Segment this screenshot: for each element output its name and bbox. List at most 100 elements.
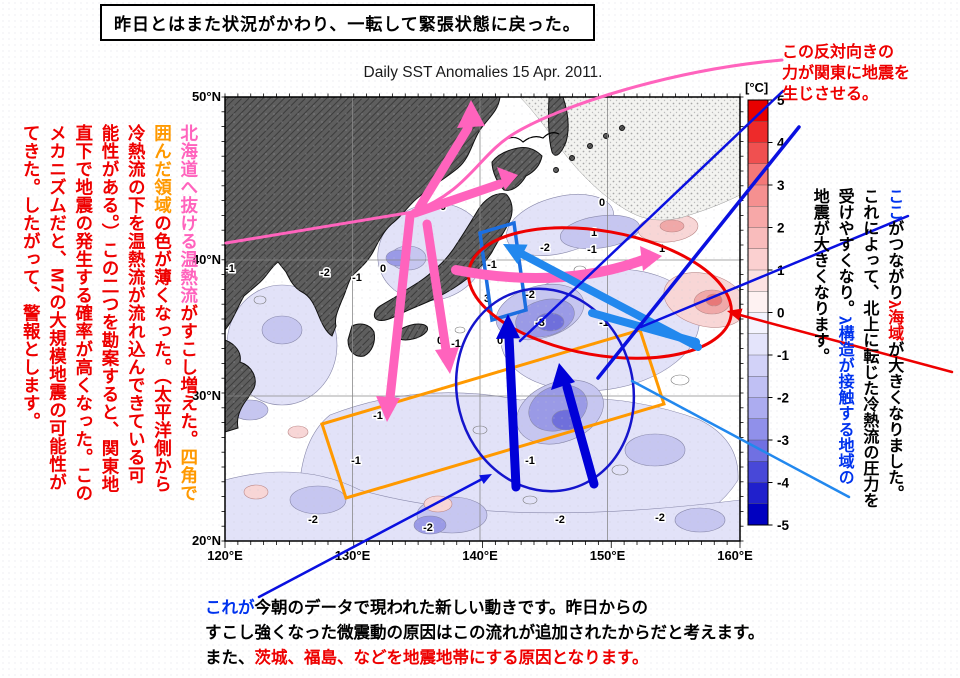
colorbar-tick-label: 3 [777, 178, 785, 193]
top-banner: 昨日とはまた状況がかわり、一転して緊張状態に戻った。 [100, 4, 595, 41]
blue-ellipse [454, 287, 636, 493]
contour-label: 1 [591, 227, 597, 239]
colorbar-tick-label: 4 [777, 136, 785, 151]
text-segment: 受けやすくなり。 [835, 188, 853, 316]
colorbar-segment [747, 227, 769, 250]
colorbar: 5 4 3 2 1 0 -1 -2 -3 -4 -5 [747, 93, 789, 533]
pink-arrow-south2-shaft [422, 219, 451, 355]
contour-label: 3 [484, 293, 490, 305]
colorbar-tick-label: -2 [777, 391, 789, 406]
vertical-text-column: 北海道へ抜ける温熱流がすこし増えた。四角で [176, 124, 202, 586]
text-segment: 四角で [178, 448, 199, 502]
colorbar-segment [747, 206, 769, 228]
bottom-text-line: これが今朝のデータで現われた新しい動きです。昨日からの [205, 596, 764, 621]
colorbar-segment [747, 397, 769, 420]
sky-arrow-head [503, 244, 528, 264]
left-vertical-commentary: 北海道へ抜ける温熱流がすこし増えた。四角で 囲んだ領域の色が薄くなった。（太平洋側… [18, 124, 202, 586]
contour-label: -2 [555, 514, 565, 526]
text-segment: すこし強くなった微震動の原因はこの流れが追加されたからだと考えます。 [205, 623, 765, 642]
contour-label: 0 [497, 335, 503, 347]
orange-rectangle [320, 328, 666, 500]
red-pointer-shaft [738, 313, 954, 374]
text-segment: 今朝のデータで現われた新しい動きです。昨日からの [254, 599, 649, 617]
text-segment: メカニズムだと、M7の大規模地震の可能性が [47, 124, 68, 492]
pointer-korega-head [479, 474, 492, 484]
bottom-commentary: これが今朝のデータで現われた新しい動きです。昨日からのすこし強くなった微震動の原… [205, 596, 764, 670]
vertical-text-column: メカニズムだと、M7の大規模地震の可能性が [44, 124, 70, 586]
colorbar-unit-label: [°C] [745, 80, 768, 95]
navy-arrow-2-head [551, 363, 575, 390]
text-segment: の色が薄くなった。（太平洋側から [152, 214, 173, 494]
contour-label: 0 [437, 335, 443, 347]
axis-labels: 120°E 130°E 140°E 150°E 160°E50°N40°N30°N20°… [192, 89, 753, 563]
contour-label: -2 [540, 242, 550, 254]
bottom-text-line: すこし強くなった微震動の原因はこの流れが追加されたからだと考えます。 [205, 621, 764, 646]
y-axis-label: 40°N [192, 252, 221, 267]
vertical-text-column: 受けやすくなり。λ構造が接触する地域の [831, 188, 856, 608]
text-segment: 北海道へ抜ける温熱流 [178, 124, 199, 304]
colorbar-segment [747, 248, 769, 271]
navy-arrow-1-head [496, 314, 520, 339]
text-segment: また、 [205, 648, 255, 667]
contour-label: 0 [380, 263, 386, 275]
text-segment: が大きくなりました。 [885, 340, 903, 501]
colorbar-segment [747, 461, 769, 483]
bottom-text-line: また、茨城、福島、などを地震地帯にする原因となります。 [205, 646, 764, 671]
right-vertical-commentary: ここがつながりλ海域が大きくなりました。 これによって、北上に転じた冷熱流の圧力を… [806, 188, 905, 608]
navy-arrow-1-shaft [504, 332, 521, 492]
text-segment: 茨城、福島、などを地震地帯にする原因となります。 [254, 648, 649, 667]
vertical-text-column: 直下で地震の発生する確率が高くなった。この [71, 124, 97, 586]
blue-pointer-lines [257, 89, 910, 599]
vertical-text-column: 囲んだ領域の色が薄くなった。（太平洋側から [149, 124, 175, 586]
contour-label: -1 [352, 272, 362, 284]
text-segment: てきた。したがって、警報とします。 [21, 124, 42, 430]
colorbar-tick-label: -3 [777, 433, 789, 448]
pointer-line-lambda-structure [630, 379, 851, 499]
vertical-text-column: 冷熱流の下を温熱流が流れ込んできている可 [123, 124, 149, 586]
contour-label: -1 [587, 244, 597, 256]
colorbar-tick-label: 5 [777, 93, 785, 108]
text-segment: がすこし増えた。 [178, 304, 199, 448]
colorbar-segment [747, 121, 769, 143]
text-segment: 直下で地震の発生する確率が高くなった。この [73, 124, 94, 502]
contour-label: -1 [351, 455, 361, 467]
pink-arrow-south2-head [435, 347, 459, 374]
contour-label: -2 [525, 289, 535, 301]
colorbar-segment [747, 354, 769, 377]
pink-pointer-line [224, 58, 784, 245]
red-note-line: 生じさせる。 [782, 86, 879, 104]
navy-arrow-2-shaft [562, 382, 599, 489]
pink-arrow-south1-shaft [385, 211, 415, 403]
contour-label: -2 [655, 512, 665, 524]
colorbar-segment [747, 418, 769, 441]
vertical-text-column: ここがつながりλ海域が大きくなりました。 [880, 188, 905, 608]
sea-stipple [225, 97, 740, 541]
map-title: Daily SST Anomalies 15 Apr. 2011. [364, 64, 603, 81]
contour-label: -1 [373, 410, 383, 422]
pointer-line-korega [257, 476, 486, 599]
contour-label: -2 [423, 522, 433, 534]
vertical-text-column: 地震が大きくなります。 [806, 188, 831, 608]
colorbar-segment [747, 333, 769, 356]
red-note-line: この反対向きの [782, 44, 895, 61]
top-banner-text: 昨日とはまた状況がかわり、一転して緊張状態に戻った。 [114, 15, 581, 34]
navy-up-arrows [496, 314, 599, 492]
colorbar-segment [747, 142, 769, 165]
pink-arrow-north-head [457, 100, 485, 128]
sky-blue-annotations [503, 244, 851, 499]
axis-ticks [221, 93, 744, 548]
colorbar-tick-label: 1 [777, 263, 785, 278]
x-axis-label: 120°E [207, 548, 243, 563]
vertical-text-column: てきた。したがって、警報とします。 [18, 124, 44, 586]
pink-arrow-hokkaido-shaft [410, 179, 505, 218]
pink-arrow-north-shaft [414, 123, 473, 213]
contour-labels: -1 -2 -100 0-21-1 1-13 -2-3 -100 -1-1-1 -1-2-2 -2… [224, 196, 667, 536]
pink-arrow-east-head [640, 246, 662, 271]
pink-annotations [224, 58, 784, 422]
y-axis-label: 30°N [192, 388, 221, 403]
blue-rectangle [478, 220, 528, 323]
contour-label: -2 [308, 514, 318, 526]
colorbar-segment [747, 291, 769, 313]
text-segment: 冷熱流の下を温熱流が流れ込んできている可 [126, 124, 147, 484]
